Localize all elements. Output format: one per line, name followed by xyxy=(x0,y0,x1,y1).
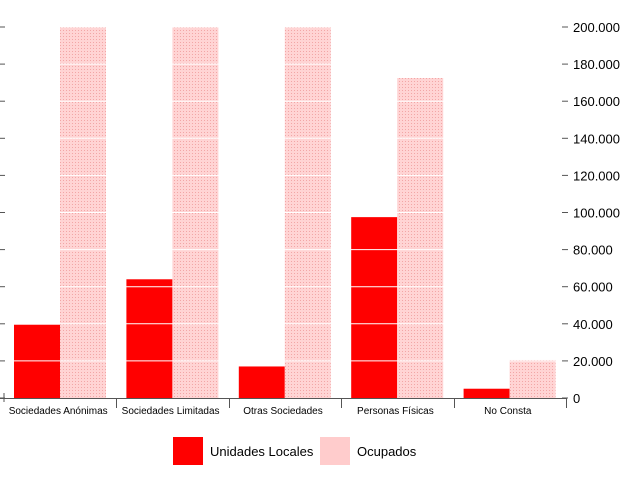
y-tick-label-7: 140.000 xyxy=(573,131,620,146)
bar-ocupados-no-consta xyxy=(509,359,556,398)
axes: Sociedades Anónimas Sociedades Limitadas O… xyxy=(0,20,620,417)
legend-label-unidades-locales: Unidades Locales xyxy=(210,443,314,459)
category-label-otras-sociedades: Otras Sociedades xyxy=(243,406,323,417)
bar-unidades-locales-otras-sociedades xyxy=(238,366,285,398)
bar-ocupados-personas-fisicas xyxy=(397,78,444,398)
y-tick-label-2: 40.000 xyxy=(573,317,613,332)
bar-unidades-locales-sociedades-limitadas xyxy=(126,279,173,398)
category-label-sociedades-limitadas: Sociedades Limitadas xyxy=(122,406,220,417)
y-tick-label-5: 100.000 xyxy=(573,206,620,221)
y-tick-label-1: 20.000 xyxy=(573,354,613,369)
y-tick-label-4: 80.000 xyxy=(573,243,613,258)
category-label-personas-fisicas: Personas Físicas xyxy=(357,406,434,417)
legend-swatch-unidades-locales xyxy=(173,437,203,465)
category-label-no-consta: No Consta xyxy=(484,406,532,417)
legend-item-ocupados: Ocupados xyxy=(320,436,416,466)
category-label-sociedades-anonimas: Sociedades Anónimas xyxy=(9,406,108,417)
y-tick-label-8: 160.000 xyxy=(573,94,620,109)
y-tick-label-10: 200.000 xyxy=(573,20,620,35)
gridlines xyxy=(4,26,566,362)
legend-item-unidades-locales: Unidades Locales xyxy=(173,436,313,466)
legend: Unidades Locales Ocupados xyxy=(0,436,640,466)
legend-swatch-ocupados xyxy=(320,437,350,465)
y-tick-label-6: 120.000 xyxy=(573,168,620,183)
bar-chart: Sociedades Anónimas Sociedades Limitadas O… xyxy=(0,20,620,417)
y-tick-label-9: 180.000 xyxy=(573,57,620,72)
y-tick-label-0: 0 xyxy=(573,391,580,406)
bar-unidades-locales-personas-fisicas xyxy=(351,217,398,398)
legend-label-ocupados: Ocupados xyxy=(357,443,417,459)
bar-unidades-locales-no-consta xyxy=(463,388,510,398)
y-tick-label-3: 60.000 xyxy=(573,280,613,295)
